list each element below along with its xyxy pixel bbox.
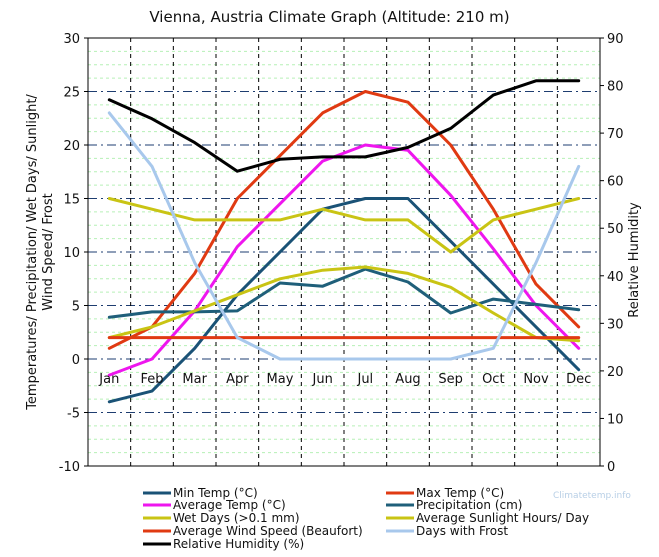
x-tick-label: Feb — [140, 372, 163, 387]
series-line-7 — [107, 111, 581, 361]
right-tick-label: 90 — [607, 32, 624, 47]
legend-label: Precipitation (cm) — [416, 498, 522, 512]
legend: Min Temp (°C) Max Temp (°C) Average Temp (… — [143, 486, 589, 551]
left-axis-ticks: -10 -5 0 5 10 15 20 25 30 — [59, 32, 88, 475]
x-tick-label: Mar — [182, 372, 207, 387]
legend-label: Max Temp (°C) — [416, 486, 504, 500]
x-tick-label: May — [267, 372, 294, 387]
x-tick-label: Aug — [395, 372, 420, 387]
series-line-1 — [107, 90, 581, 350]
right-tick-label: 30 — [607, 317, 624, 332]
right-tick-label: 20 — [607, 365, 624, 380]
right-axis-label: Relative Humidity — [627, 202, 642, 318]
x-tick-label: Jan — [98, 372, 119, 387]
x-tick-label: Sep — [438, 372, 463, 387]
x-tick-label: Oct — [482, 372, 504, 387]
x-tick-label: Apr — [226, 372, 249, 387]
left-axis-label-line1: Temperatures/ Precipitation/ Wet Days/ S… — [25, 94, 40, 411]
x-tick-label: Jul — [356, 372, 373, 387]
x-tick-label: Dec — [566, 372, 591, 387]
x-tick-label: Jun — [312, 372, 333, 387]
right-tick-label: 40 — [607, 270, 624, 285]
right-tick-label: 70 — [607, 127, 624, 142]
series-line-8 — [107, 79, 581, 173]
legend-label: Average Sunlight Hours/ Day — [416, 511, 589, 525]
left-tick-label: 20 — [63, 139, 80, 154]
x-tick-label: Nov — [523, 372, 549, 387]
legend-label: Relative Humidity (%) — [173, 537, 304, 551]
left-axis-label-line2: Wind Speed/ Frost — [41, 193, 56, 310]
right-tick-label: 80 — [607, 80, 624, 95]
left-tick-label: -5 — [67, 407, 80, 422]
right-tick-label: 50 — [607, 222, 624, 237]
series-line-4 — [107, 197, 581, 254]
series-line-5 — [107, 265, 581, 343]
legend-label: Wet Days (>0.1 mm) — [173, 511, 300, 525]
left-tick-label: 0 — [72, 353, 80, 368]
x-axis-ticks: Jan Feb Mar Apr May Jun Jul Aug Sep Oct Nov Dec — [98, 372, 591, 387]
right-tick-label: 0 — [607, 460, 615, 475]
legend-label: Average Temp (°C) — [173, 498, 286, 512]
chart-title: Vienna, Austria Climate Graph (Altitude:… — [149, 8, 509, 26]
right-tick-label: 10 — [607, 412, 624, 427]
legend-label: Days with Frost — [416, 524, 508, 538]
left-tick-label: -10 — [59, 460, 80, 475]
series-line-0 — [107, 197, 581, 404]
left-tick-label: 5 — [72, 300, 80, 315]
left-tick-label: 15 — [63, 193, 80, 208]
left-tick-label: 25 — [63, 86, 80, 101]
series-line-2 — [107, 143, 581, 377]
left-axis-label-group: Temperatures/ Precipitation/ Wet Days/ S… — [25, 94, 56, 411]
right-axis-ticks: 0 10 20 30 40 50 60 70 80 90 — [600, 32, 624, 475]
left-tick-label: 10 — [63, 246, 80, 261]
left-tick-label: 30 — [63, 32, 80, 47]
legend-label: Min Temp (°C) — [173, 486, 258, 500]
series-layer — [107, 79, 581, 404]
legend-label: Average Wind Speed (Beaufort) — [173, 524, 363, 538]
watermark: Climatetemp.info — [553, 491, 631, 501]
grid-lines — [88, 38, 600, 466]
right-tick-label: 60 — [607, 175, 624, 190]
series-line-3 — [107, 267, 581, 319]
